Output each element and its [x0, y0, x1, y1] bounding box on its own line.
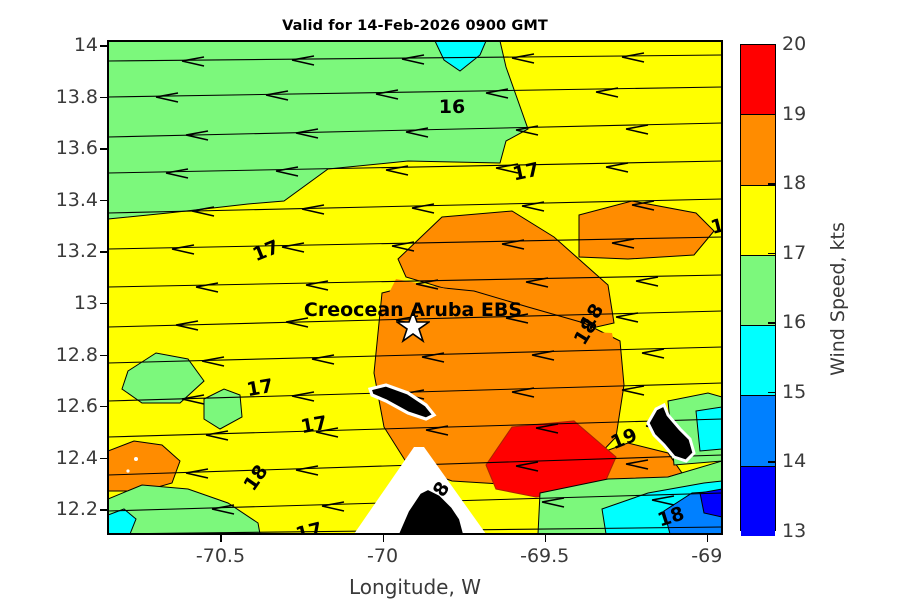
colorbar-tick-mark-5 — [768, 391, 776, 394]
colorbar-band-14-15 — [741, 396, 775, 467]
colorbar-tick-label-7: 13 — [782, 520, 807, 542]
figure-title: Valid for 14-Feb-2026 0900 GMT — [282, 18, 548, 34]
x-tick-mark-2 — [544, 535, 547, 542]
y-tick-mark-8 — [100, 457, 107, 460]
y-tick-mark-5 — [100, 302, 107, 305]
y-tick-mark-4 — [100, 251, 107, 253]
y-tick-mark-2 — [100, 148, 107, 150]
y-tick-label-5: 13 — [73, 291, 98, 314]
streamline-arrows — [155, 52, 675, 515]
y-tick-label-1: 13.8 — [55, 85, 98, 108]
y-tick-mark-1 — [100, 96, 107, 99]
colorbar-tick-mark-2 — [768, 183, 776, 185]
colorbar-band-18-19 — [741, 115, 775, 186]
colorbar-band-13-14 — [741, 466, 775, 536]
colorbar-band-15-16 — [741, 326, 775, 397]
y-tick-mark-3 — [100, 199, 107, 202]
colorbar-tick-label-0: 20 — [782, 33, 807, 55]
y-tick-mark-9 — [100, 509, 107, 511]
y-tick-label-4: 13.2 — [55, 240, 98, 263]
y-tick-label-0: 14 — [73, 34, 98, 57]
colorbar-tick-mark-6 — [768, 461, 776, 463]
contour-label-7: 17 — [299, 411, 329, 439]
colorbar-tick-label-1: 19 — [782, 102, 807, 125]
colorbar-tick-label-6: 14 — [782, 450, 807, 473]
x-tick-mark-1 — [382, 535, 384, 542]
colorbar-tick-label-4: 16 — [782, 311, 807, 334]
x-tick-mark-0 — [220, 535, 222, 542]
small-island — [367, 383, 437, 421]
station-label: Creocean Aruba EBS — [303, 299, 523, 321]
y-tick-label-3: 13.4 — [55, 188, 98, 211]
colorbar-tick-mark-4 — [768, 322, 776, 324]
y-tick-label-6: 12.8 — [55, 343, 98, 366]
x-tick-label-2: -69.5 — [520, 545, 570, 567]
y-tick-label-8: 12.4 — [55, 446, 98, 469]
colorbar-tick-mark-1 — [768, 113, 776, 116]
contour-label-6: 17 — [245, 374, 275, 402]
contour-label-0: 16 — [438, 96, 466, 118]
colorbar[interactable] — [740, 44, 776, 536]
southeast-landmass — [646, 402, 696, 463]
aruba-landmass — [396, 487, 466, 534]
contour-field — [108, 41, 722, 534]
y-tick-mark-7 — [100, 406, 107, 408]
colorbar-tick-mark-3 — [768, 252, 776, 255]
star-marker[interactable] — [396, 309, 430, 343]
colorbar-band-16-17 — [741, 255, 775, 327]
y-tick-label-9: 12.2 — [55, 498, 98, 521]
colorbar-tick-label-2: 18 — [782, 172, 807, 195]
x-tick-label-0: -70.5 — [195, 545, 246, 567]
colorbar-band-19-20 — [741, 45, 775, 116]
colorbar-tick-label-5: 15 — [782, 380, 807, 403]
y-tick-mark-0 — [100, 45, 107, 47]
map-plot-area[interactable]: 16171718181817171818191817161717 Creocea… — [107, 40, 723, 535]
x-tick-label-1: -70 — [367, 545, 399, 567]
colorbar-tick-label-3: 17 — [782, 241, 807, 264]
x-axis-label: Longitude, W — [349, 575, 481, 599]
y-tick-mark-6 — [100, 354, 107, 356]
y-tick-label-2: 13.6 — [55, 137, 98, 160]
x-tick-label-3: -69 — [691, 545, 723, 567]
y-tick-label-7: 12.6 — [55, 395, 98, 418]
colorbar-band-17-18 — [741, 185, 775, 256]
x-tick-mark-3 — [706, 535, 709, 542]
colorbar-label: Wind Speed, kts — [827, 222, 849, 376]
